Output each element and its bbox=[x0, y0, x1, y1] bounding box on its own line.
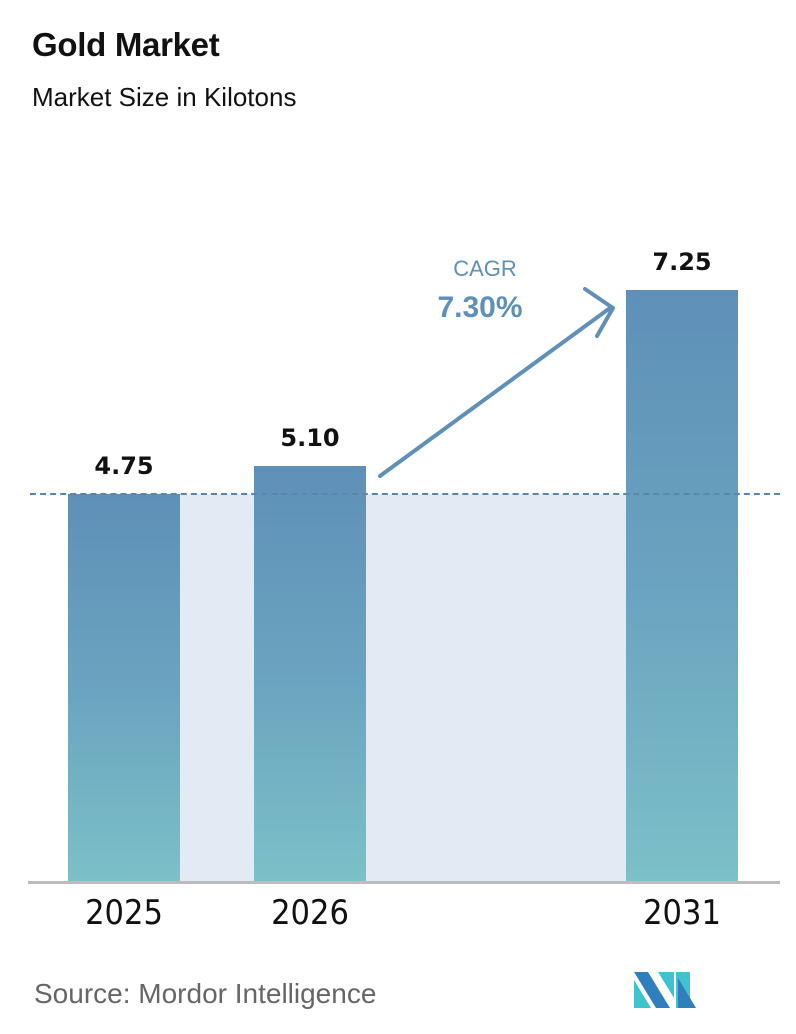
cagr-label: CAGR bbox=[453, 256, 517, 281]
x-tick-label: 2026 bbox=[271, 893, 349, 933]
x-tick-label: 2025 bbox=[85, 893, 163, 933]
bar-value-label: 5.10 bbox=[280, 424, 340, 452]
source-text: Source: Mordor Intelligence bbox=[34, 978, 377, 1009]
background-band bbox=[180, 494, 254, 881]
reference-line bbox=[30, 493, 780, 495]
x-tick-label: 2031 bbox=[643, 893, 721, 933]
chart-subtitle: Market Size in Kilotons bbox=[32, 82, 297, 112]
bar-value-label: 4.75 bbox=[94, 452, 154, 480]
mordor-intelligence-logo-icon bbox=[634, 972, 696, 1008]
cagr-value: 7.30% bbox=[437, 291, 523, 324]
bar-2031 bbox=[626, 290, 738, 881]
bar-2026 bbox=[254, 466, 366, 881]
bar-2025 bbox=[68, 494, 180, 881]
chart-title: Gold Market bbox=[32, 26, 220, 63]
background-band bbox=[366, 494, 626, 881]
x-axis bbox=[28, 881, 780, 884]
bar-value-label: 7.25 bbox=[652, 248, 712, 276]
